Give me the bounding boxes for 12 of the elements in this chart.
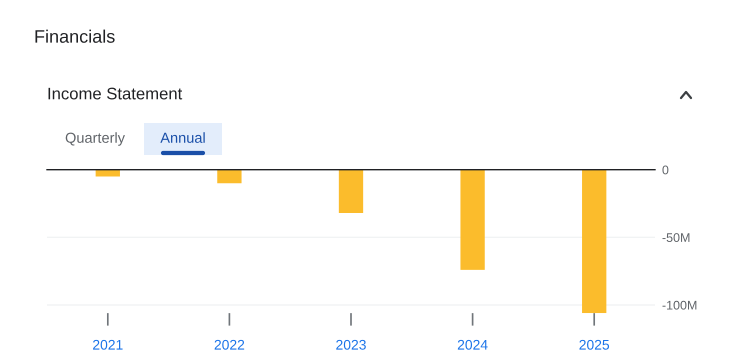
x-tick-label: 2021 [93,340,123,350]
x-tick-label: 2023 [336,340,366,350]
chart-title: Financials [35,30,115,43]
x-tick-label: 2025 [579,340,610,350]
y-tick-label: 0 [662,166,668,174]
chart-subtitle: Income Statement [48,88,182,100]
y-tick-label: -100M [662,300,696,310]
text: Quarterly [66,132,125,146]
text: Annual [160,132,205,143]
x-tick-label: 2024 [458,340,488,350]
x-tick-label: 2022 [214,340,244,350]
y-tick-label: -50M [662,233,690,242]
